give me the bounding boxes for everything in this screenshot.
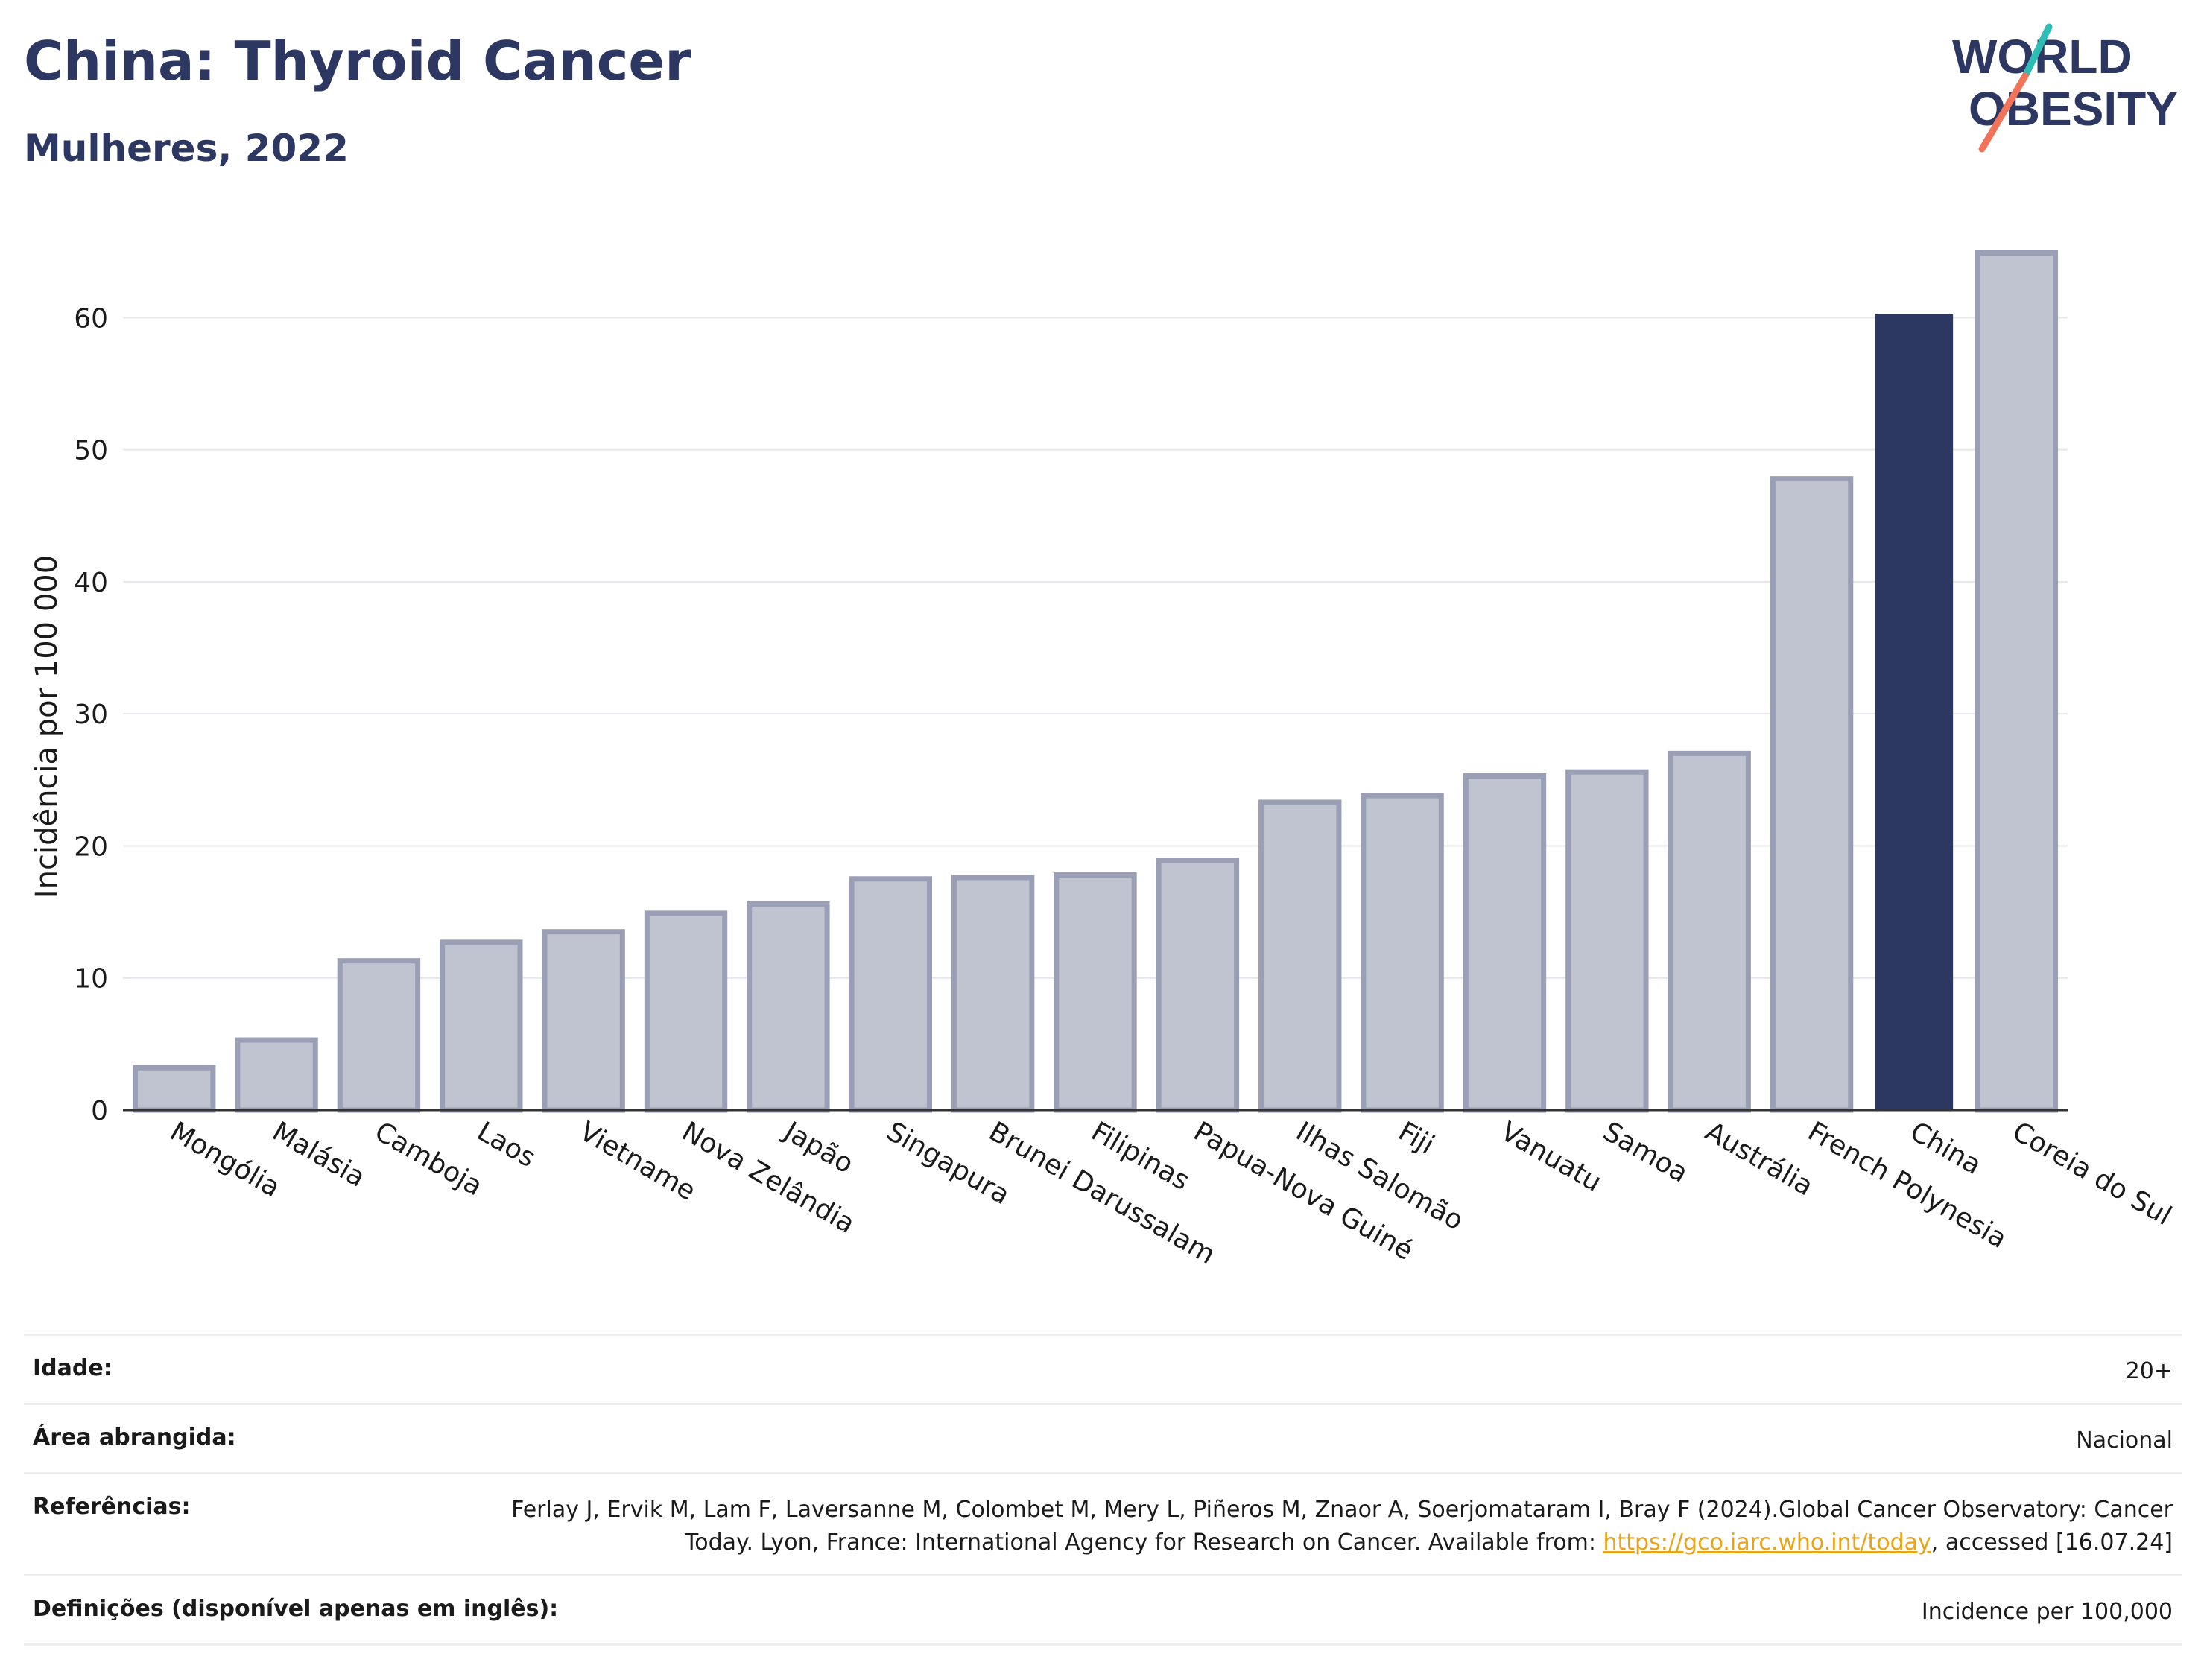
reference-suffix: , accessed [16.07.24] [1931, 1530, 2173, 1556]
x-tick-label: Laos [472, 1116, 540, 1173]
info-value: Nacional [2076, 1427, 2173, 1454]
bars [132, 250, 2059, 1113]
chart-subtitle: Mulheres, 2022 [24, 127, 349, 170]
bar-fiji [1361, 793, 1444, 1113]
bar-ilhas-salomão [1258, 799, 1342, 1113]
x-tick-label: Samoa [1597, 1116, 1693, 1189]
reference-link[interactable]: https://gco.iarc.who.int/today [1603, 1530, 1931, 1556]
y-axis-label: Incidência por 100 000 [30, 555, 64, 898]
bar-mongólia [132, 1065, 216, 1113]
x-tick-label: Austrália [1700, 1116, 1818, 1202]
info-row-age: Idade: 20+ [24, 1334, 2182, 1403]
bar-china [1875, 314, 1954, 1111]
bar-nova-zelândia [644, 910, 728, 1113]
x-tick-label: Mongólia [165, 1116, 285, 1203]
y-tick-label: 0 [91, 1096, 108, 1126]
bar-singapura [849, 876, 932, 1113]
x-tick-label: Vanuatu [1495, 1116, 1606, 1198]
y-tick-label: 50 [74, 436, 108, 466]
bar-japão [747, 901, 830, 1113]
x-tick-label: Camboja [370, 1116, 487, 1202]
x-tick-label: Nova Zelândia [677, 1116, 860, 1240]
reference-text: Ferlay J, Ervik M, Lam F, Laversanne M, … [511, 1497, 2173, 1556]
x-tick-label: China [1904, 1116, 1986, 1181]
info-label: Definições (disponível apenas em inglês)… [33, 1596, 559, 1622]
info-value: 20+ [2125, 1358, 2173, 1384]
bar-camboja [337, 958, 421, 1113]
info-row-references: Referências: Ferlay J, Ervik M, Lam F, L… [24, 1472, 2182, 1574]
y-tick-label: 40 [74, 568, 108, 598]
bar-laos [440, 939, 523, 1113]
y-tick-label: 20 [74, 831, 108, 862]
x-tick-label: Coreia do Sul [2007, 1116, 2176, 1232]
x-tick-label: Vietname [574, 1116, 701, 1207]
bar-vietname [542, 929, 625, 1113]
info-row-area: Área abrangida: Nacional [24, 1403, 2182, 1472]
info-table: Idade: 20+ Área abrangida: Nacional Refe… [24, 1334, 2182, 1646]
info-label: Área abrangida: [33, 1424, 236, 1451]
y-tick-label: 60 [74, 303, 108, 334]
bar-filipinas [1054, 872, 1137, 1113]
x-tick-label: Malásia [267, 1116, 370, 1194]
world-obesity-logo: WORLD OBESITY [1952, 23, 2178, 153]
bar-papua-nova-guiné [1156, 858, 1240, 1113]
logo-slash-teal [2021, 23, 2053, 80]
info-value: Incidence per 100,000 [1921, 1599, 2173, 1625]
info-label: Idade: [33, 1355, 113, 1381]
y-tick-label: 10 [74, 964, 108, 995]
bar-malásia [235, 1037, 318, 1113]
info-value: Ferlay J, Ervik M, Lam F, Laversanne M, … [489, 1494, 2173, 1559]
x-tick-label: French Polynesia [1802, 1116, 2012, 1255]
info-row-definitions: Definições (disponível apenas em inglês)… [24, 1574, 2182, 1646]
bar-samoa [1565, 769, 1649, 1113]
bar-french-polynesia [1770, 476, 1854, 1113]
bar-vanuatu [1463, 773, 1547, 1113]
y-tick-label: 30 [74, 700, 108, 730]
bar-brunei-darussalam [951, 875, 1035, 1113]
bar-coreia-do-sul [1975, 250, 2059, 1113]
bar-austrália [1668, 750, 1751, 1113]
x-tick-label: Fiji [1393, 1116, 1440, 1161]
x-tick-label: Japão [778, 1115, 859, 1179]
logo-slash-coral [1978, 72, 2029, 153]
y-tick-labels: 0 10 20 30 40 50 60 [74, 303, 108, 1126]
chart-title: China: Thyroid Cancer [24, 30, 691, 92]
info-label: Referências: [33, 1494, 191, 1520]
